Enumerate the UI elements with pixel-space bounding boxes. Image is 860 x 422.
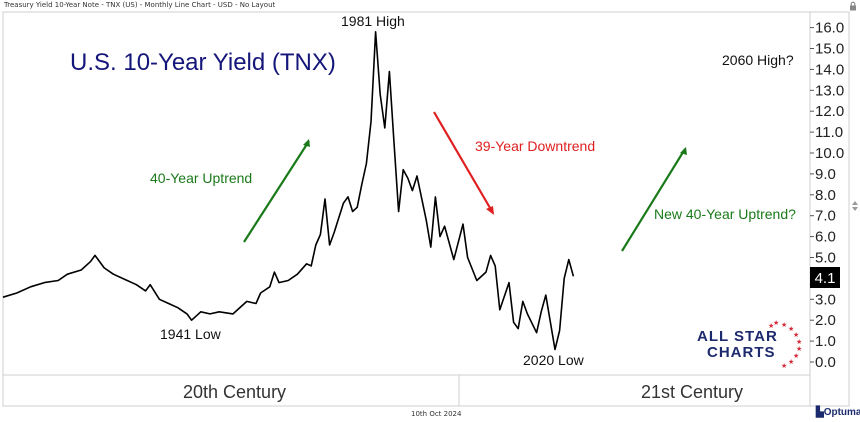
- svg-text:★: ★: [793, 352, 799, 360]
- y-tick-label: 11.0: [815, 124, 843, 141]
- annotation-40-year-uptrend: 40-Year Uptrend: [150, 170, 253, 186]
- y-tick-label: 10.0: [815, 145, 844, 162]
- last-value-label: 4.1: [815, 270, 836, 287]
- chart-title: U.S. 10-Year Yield (TNX): [70, 49, 336, 76]
- logo-line-2: CHARTS: [707, 344, 776, 361]
- svg-text:★: ★: [781, 362, 787, 370]
- y-tick-label: 15.0: [815, 41, 844, 58]
- svg-text:★: ★: [781, 321, 787, 329]
- downtrend-arrow-shaft: [433, 111, 494, 214]
- y-axis-ticks: 0.01.02.03.04.05.06.07.08.09.010.011.012…: [810, 20, 844, 371]
- y-tick-label: 7.0: [815, 208, 836, 225]
- svg-text:★: ★: [768, 322, 774, 330]
- all-star-charts-logo: ★ ★ ★ ★ ★ ★ ★ ★ ★ ★ ALL STAR CHARTS: [697, 318, 805, 370]
- y-tick-label: 0.0: [815, 354, 836, 371]
- optuma-brand: ▙Optuma: [816, 407, 860, 418]
- scroll-handle-icon[interactable]: [851, 200, 859, 212]
- annotation-1941-low: 1941 Low: [160, 326, 221, 342]
- annotation-2060-high: 2060 High?: [722, 52, 794, 68]
- lock-icon[interactable]: [848, 1, 858, 11]
- chart-frame: [2, 11, 850, 407]
- svg-text:★: ★: [793, 331, 799, 339]
- y-tick-label: 16.0: [815, 20, 844, 37]
- svg-text:★: ★: [773, 319, 779, 327]
- y-tick-label: 3.0: [815, 291, 836, 308]
- annotation-39-year-downtrend: 39-Year Downtrend: [475, 138, 596, 154]
- annotation-1981-high: 1981 High: [341, 13, 405, 29]
- new-uptrend-arrow-shaft: [621, 148, 686, 252]
- y-tick-label: 1.0: [815, 333, 836, 350]
- y-tick-label: 2.0: [815, 312, 836, 329]
- yield-series-line: [2, 31, 575, 351]
- period-label-20th-century: 20th Century: [183, 382, 287, 402]
- y-tick-label: 13.0: [815, 82, 844, 99]
- series-line-group: [2, 31, 575, 351]
- brand-label: Optuma: [823, 407, 860, 418]
- logo-line-1: ALL STAR: [697, 328, 778, 345]
- chart-header-bar: Treasury Yield 10-Year Note - TNX (US) -…: [0, 0, 860, 12]
- y-tick-label: 8.0: [815, 187, 836, 204]
- chart-caption: Treasury Yield 10-Year Note - TNX (US) -…: [4, 1, 276, 9]
- downtrend-arrow-head: [486, 206, 494, 215]
- last-value-badge: [810, 267, 840, 288]
- period-label-21st-century: 21st Century: [641, 382, 744, 402]
- svg-text:★: ★: [796, 345, 802, 353]
- uptrend-arrow-shaft: [243, 140, 310, 243]
- uptrend-arrow-head: [303, 139, 310, 147]
- footer-date: 10th Oct 2024: [411, 410, 462, 418]
- svg-text:★: ★: [788, 358, 794, 366]
- star-arc-icon: ★ ★ ★ ★★★ ★★★ ★: [768, 319, 802, 370]
- y-tick-label: 12.0: [815, 103, 844, 120]
- svg-text:★: ★: [796, 338, 802, 346]
- annotation-2020-low: 2020 Low: [523, 352, 584, 368]
- y-tick-label: 6.0: [815, 229, 836, 246]
- annotation-new-40-year-uptrend: New 40-Year Uptrend?: [654, 206, 796, 222]
- svg-text:★: ★: [788, 325, 794, 333]
- y-tick-label: 14.0: [815, 61, 844, 78]
- y-tick-label: 5.0: [815, 250, 836, 267]
- new-uptrend-arrow-head: [680, 147, 687, 155]
- y-tick-label: 9.0: [815, 166, 836, 183]
